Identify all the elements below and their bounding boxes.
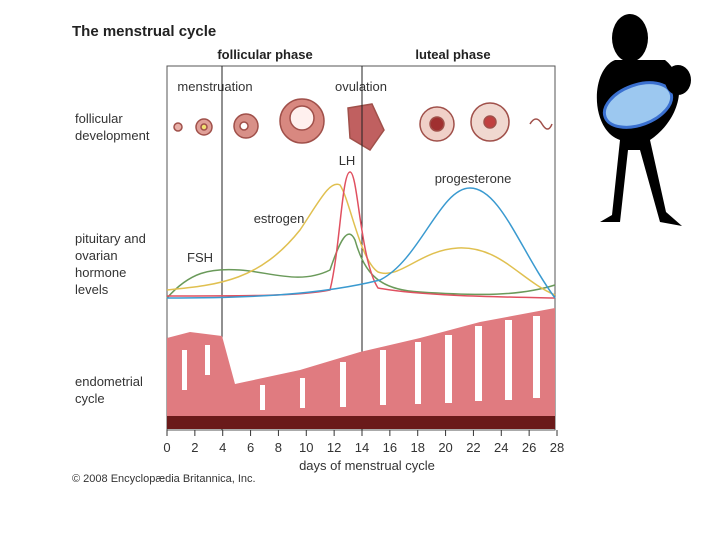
tick-label: 2 xyxy=(191,440,198,455)
stage-label: ovulation xyxy=(335,79,387,94)
tick-label: 14 xyxy=(355,440,369,455)
tick-label: 4 xyxy=(219,440,226,455)
tick-label: 18 xyxy=(410,440,424,455)
copyright: © 2008 Encyclopædia Britannica, Inc. xyxy=(72,473,256,485)
tick-label: 6 xyxy=(247,440,254,455)
fsh-curve xyxy=(166,233,556,299)
x-axis: 0 2 4 6 8 10 12 14 16 18 20 22 24 26 28 xyxy=(163,430,564,455)
tick-label: 24 xyxy=(494,440,508,455)
tick-label: 16 xyxy=(383,440,397,455)
tick-label: 28 xyxy=(550,440,564,455)
row-label: follicular development xyxy=(75,111,150,143)
tick-label: 0 xyxy=(163,440,170,455)
phase-label: luteal phase xyxy=(415,47,490,62)
tick-label: 12 xyxy=(327,440,341,455)
estrogen-curve xyxy=(166,183,556,296)
row-label: pituitary and ovarian hormone levels xyxy=(75,231,146,297)
hormone-curves xyxy=(166,171,556,299)
curve-label: progesterone xyxy=(435,171,512,186)
x-axis-label: days of menstrual cycle xyxy=(299,458,435,473)
curve-label: LH xyxy=(339,153,356,168)
tick-label: 20 xyxy=(438,440,452,455)
lh-curve xyxy=(166,171,556,299)
tick-label: 10 xyxy=(299,440,313,455)
curve-label: FSH xyxy=(187,250,213,265)
endometrium xyxy=(167,308,555,429)
stage-label: menstruation xyxy=(177,79,252,94)
phase-label: follicular phase xyxy=(217,47,312,62)
row-labels: follicular development pituitary and ovari… xyxy=(75,111,150,406)
tick-label: 8 xyxy=(275,440,282,455)
curve-label: estrogen xyxy=(254,211,305,226)
tick-label: 26 xyxy=(522,440,536,455)
row-label: endometrial cycle xyxy=(75,374,143,406)
figure xyxy=(596,14,691,226)
title: The menstrual cycle xyxy=(72,23,216,40)
follicles xyxy=(173,98,553,152)
frame xyxy=(166,65,556,431)
progesterone-curve xyxy=(166,187,556,299)
tick-label: 22 xyxy=(466,440,480,455)
